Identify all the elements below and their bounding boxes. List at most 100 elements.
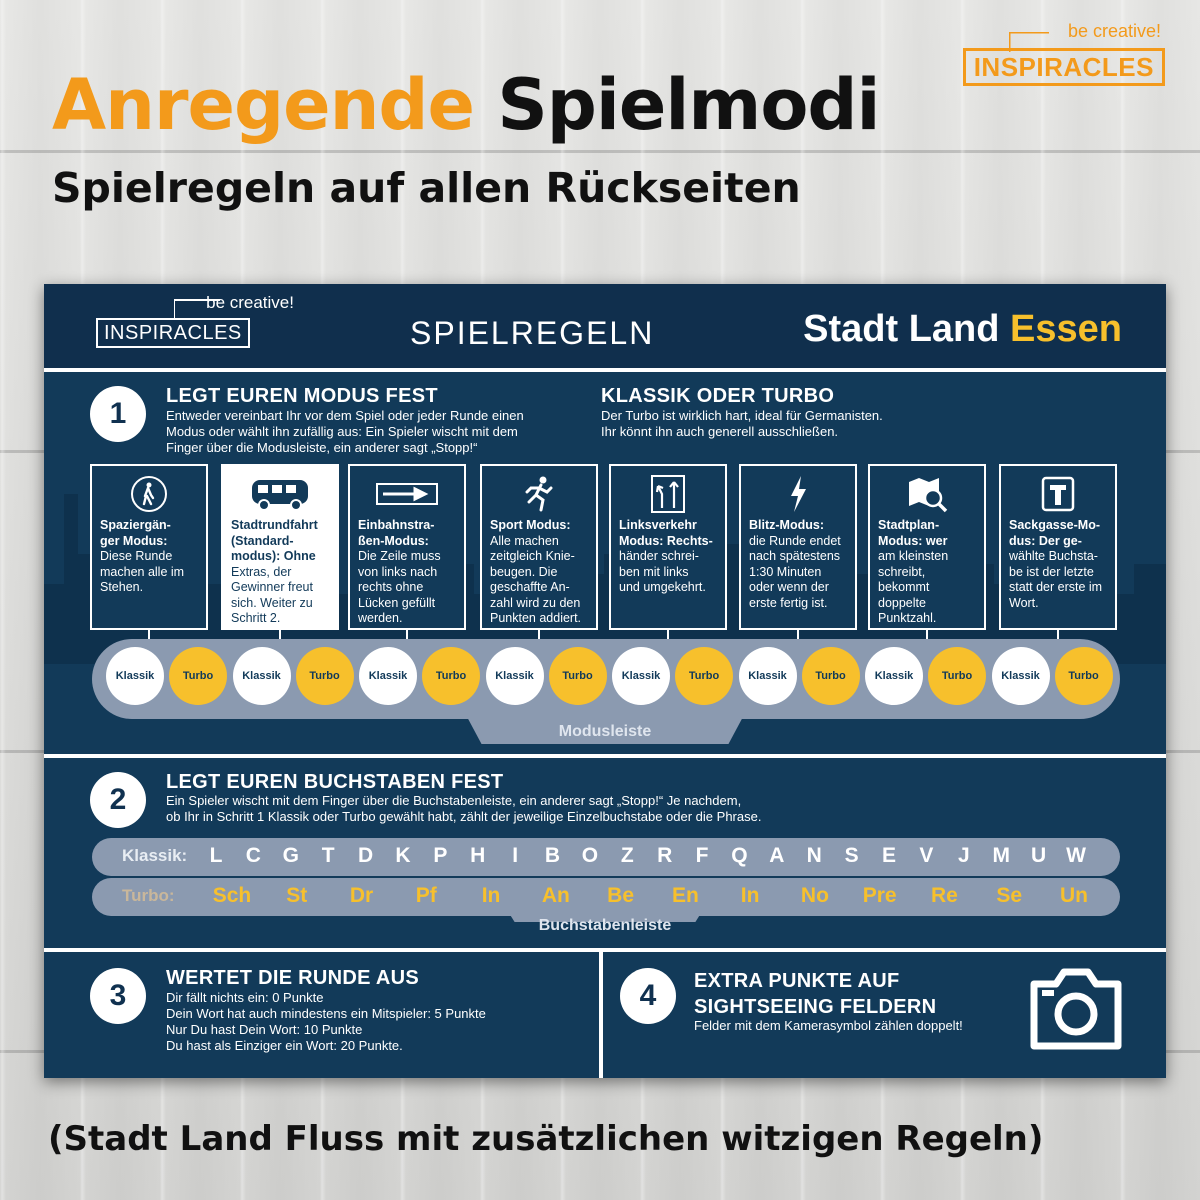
game-title: Stadt Land Essen [803, 310, 1122, 348]
classic-letter[interactable]: G [282, 844, 299, 867]
divider [44, 368, 1166, 372]
classic-turbo-text: Der Turbo ist wirklich hart, ideal für G… [601, 408, 883, 440]
turbo-letter[interactable]: In [740, 884, 760, 907]
classic-letter[interactable]: R [657, 844, 673, 867]
classic-pill[interactable]: Klassik [232, 647, 291, 705]
turbo-pill[interactable]: Turbo [928, 647, 986, 705]
turbo-pill[interactable]: Turbo [169, 647, 227, 705]
mode-line: zeitgleich Knie- [490, 549, 575, 563]
divider-vertical [599, 948, 603, 1078]
step1-text: Entweder vereinbart Ihr vor dem Spiel od… [166, 408, 524, 456]
step3-line: Dein Wort hat auch mindestens ein Mitspi… [166, 1006, 486, 1021]
step4-title-line: SIGHTSEEING FELDERN [694, 996, 937, 1018]
classic-pill[interactable]: Klassik [612, 647, 670, 705]
step1-line: Entweder vereinbart Ihr vor dem Spiel od… [166, 408, 524, 423]
classic-letter[interactable]: I [512, 844, 519, 867]
classic-pill[interactable]: Klassik [865, 647, 923, 705]
mode-line: doppelte [878, 595, 926, 610]
classic-letter[interactable]: Z [620, 844, 634, 867]
classic-letter[interactable]: S [844, 844, 859, 867]
dead-end-sign-icon [1009, 474, 1107, 514]
classic-pill[interactable]: Klassik [106, 647, 164, 705]
card-header [44, 284, 1166, 368]
turbo-letter[interactable]: Dr [349, 884, 374, 907]
classic-letter[interactable]: H [470, 844, 486, 867]
mode-line: Einbahnstra- [358, 518, 435, 532]
mode-line: rechts ohne [358, 580, 424, 594]
classic-letter[interactable]: D [357, 844, 374, 867]
mode-line: am kleinsten [878, 549, 949, 563]
classic-letter[interactable]: C [245, 844, 261, 867]
mode-line: sich. Weiter zu [231, 595, 313, 610]
runner-icon [490, 474, 588, 514]
classic-pill[interactable]: Klassik [991, 647, 1050, 705]
mode-line: händer schrei- [619, 549, 699, 563]
mode-line: bekommt [878, 580, 930, 594]
step4-text: Felder mit dem Kamerasymbol zählen doppe… [694, 1018, 963, 1033]
classic-letter[interactable]: J [957, 844, 970, 867]
classic-pill[interactable]: Klassik [359, 647, 417, 705]
classic-letter[interactable]: L [209, 844, 223, 867]
mode-line: ßen-Modus: [358, 533, 429, 548]
mode-line: nach spätestens [749, 549, 841, 563]
mode-line: Spaziergän- [100, 518, 171, 532]
turbo-letter[interactable]: En [671, 884, 699, 907]
mode-line: und umgekehrt. [619, 580, 706, 594]
mode-line: wählte Buchsta- [1009, 549, 1098, 563]
step3-line: Dir fällt nichts ein: 0 Punkte [166, 990, 324, 1005]
mode-line: schreibt, [878, 564, 926, 579]
classic-pill[interactable]: Klassik [485, 647, 544, 705]
title-rest: Spielmodi [497, 64, 880, 146]
left-traffic-sign-icon [619, 474, 717, 514]
turbo-letter[interactable]: In [481, 884, 501, 907]
classic-letter[interactable]: M [992, 844, 1010, 867]
classic-letter[interactable]: V [919, 844, 934, 867]
classic-letter[interactable]: A [769, 844, 785, 867]
classic-letter[interactable]: F [695, 844, 709, 867]
classic-letter[interactable]: P [433, 844, 448, 867]
classic-letter[interactable]: Q [731, 844, 748, 867]
classic-letter[interactable]: O [581, 844, 599, 867]
mode-line: be ist der letzte [1009, 564, 1094, 579]
turbo-letter[interactable]: No [800, 884, 829, 907]
turbo-pill[interactable]: Turbo [801, 647, 860, 705]
classic-letter[interactable]: U [1031, 844, 1047, 867]
classic-letter[interactable]: K [395, 844, 411, 867]
mode-line: Diese Runde [100, 549, 173, 563]
page-subtitle: Spielregeln auf allen Rückseiten [52, 164, 801, 212]
camera-icon [1030, 968, 1122, 1050]
mode-line: Alle machen [490, 533, 559, 548]
mode-description: Sport Modus: Alle machen zeitgleich Knie-b… [490, 518, 588, 627]
letter-bar-turbo[interactable]: Turbo: Sch St Dr Pf In An Be En In No Pre Re Se Un [92, 878, 1120, 916]
mode-box: Stadtplan- Modus: wer am kleinsten schreibt… [868, 464, 986, 630]
classic-letter[interactable]: B [544, 844, 561, 867]
classic-pill[interactable]: Klassik [738, 647, 797, 705]
classic-letter[interactable]: N [806, 844, 822, 867]
mode-line: Modus: Rechts- [619, 533, 713, 548]
mode-description: Spaziergän-ger Modus: Diese Runde machen a… [100, 518, 198, 596]
brand-logo: be creative! INSPIRACLES [945, 22, 1165, 86]
turbo-letter[interactable]: Un [1060, 884, 1088, 907]
mode-line: zahl wird zu den [490, 595, 581, 610]
classic-letter[interactable]: E [882, 844, 897, 867]
turbo-pill[interactable]: Turbo [675, 647, 733, 705]
classic-letter[interactable]: T [321, 844, 335, 867]
turbo-letter[interactable]: Se [996, 884, 1023, 907]
turbo-letter[interactable]: An [541, 884, 570, 907]
step-number-4: 4 [620, 968, 676, 1024]
turbo-pill[interactable]: Turbo [1054, 647, 1113, 705]
mode-description: Stadtrundfahrt (Standard-modus): Ohne Extr… [231, 518, 329, 627]
turbo-letter[interactable]: Pre [862, 884, 897, 907]
turbo-pill[interactable]: Turbo [295, 647, 354, 705]
turbo-letter[interactable]: St [286, 884, 308, 907]
turbo-letter[interactable]: Be [607, 884, 635, 907]
skyline-silhouette [44, 494, 1166, 664]
brand-tagline: be creative! [1067, 21, 1161, 41]
classic-letter[interactable]: W [1066, 844, 1086, 867]
turbo-pill[interactable]: Turbo [548, 647, 607, 705]
turbo-letter[interactable]: Sch [212, 884, 252, 907]
turbo-letter[interactable]: Pf [415, 884, 437, 907]
turbo-pill[interactable]: Turbo [422, 647, 480, 705]
turbo-letter[interactable]: Re [931, 884, 958, 907]
